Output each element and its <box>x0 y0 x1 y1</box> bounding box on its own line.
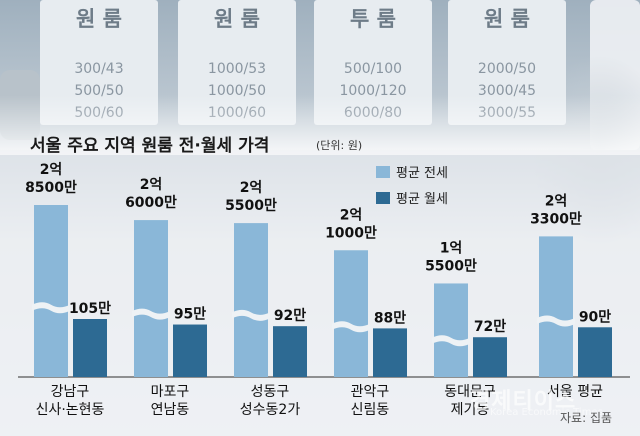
data-label-wolse: 95만 <box>174 307 206 323</box>
notice-type-label: 원 룸 <box>214 7 260 31</box>
category-label: 연남동 <box>151 402 190 418</box>
bar-wolse <box>173 324 207 377</box>
category-label: 제기동 <box>451 402 490 418</box>
bar-jeonse <box>234 223 268 377</box>
notice-type-label: 원 룸 <box>484 7 530 31</box>
bar-wolse <box>373 328 407 377</box>
category-label: 강남구 <box>51 384 90 400</box>
data-label-wolse: 105만 <box>69 301 111 317</box>
category-label: 동대문구 <box>444 384 496 400</box>
data-label-jeonse: 6000만 <box>125 195 177 211</box>
data-label-jeonse: 2억 <box>340 207 363 223</box>
unit-label: (단위: 원) <box>316 139 363 152</box>
notice-price: 2000/50 <box>478 61 536 77</box>
data-label-jeonse: 8500만 <box>25 180 77 196</box>
legend-item-jeonse: 평균 전세 <box>376 162 448 181</box>
bar-wolse <box>578 327 612 377</box>
axis-break-mark <box>132 308 170 320</box>
data-label-jeonse: 1억 <box>440 240 463 256</box>
category-label: 마포구 <box>151 384 190 400</box>
data-label-jeonse: 2억 <box>240 180 263 196</box>
legend-swatch-wolse <box>376 192 390 204</box>
category-label: 성수동2가 <box>240 402 301 418</box>
bar-wolse <box>473 337 507 377</box>
data-label-jeonse: 5500만 <box>425 258 477 274</box>
bar-jeonse <box>34 205 68 377</box>
axis-break-mark <box>232 309 270 321</box>
data-label-jeonse: 2억 <box>40 162 63 178</box>
axis-break-mark <box>537 315 575 327</box>
axis-break-mark <box>32 302 70 314</box>
data-label-jeonse: 2억 <box>545 193 568 209</box>
notice-price: 500/100 <box>344 61 402 77</box>
data-label-wolse: 92만 <box>274 308 306 324</box>
source-label: 자료: 집품 <box>560 411 613 425</box>
data-label-jeonse: 5500만 <box>225 198 277 214</box>
legend-label-wolse: 평균 월세 <box>396 192 448 207</box>
watermark-subtitle: Korea Economic Times <box>490 407 603 418</box>
bar-jeonse <box>539 236 573 377</box>
chart-title: 서울 주요 지역 원룸 전·월세 가격 <box>30 136 270 156</box>
notice-type-label: 투 룸 <box>350 7 396 31</box>
data-label-jeonse: 1000만 <box>325 225 377 241</box>
legend-item-wolse: 평균 월세 <box>376 188 448 207</box>
bar-wolse <box>73 319 107 377</box>
bar-jeonse <box>434 283 468 377</box>
data-label-wolse: 90만 <box>579 309 611 325</box>
data-label-wolse: 88만 <box>374 310 406 326</box>
data-label-wolse: 72만 <box>474 319 506 335</box>
category-label: 신사·논현동 <box>36 402 105 418</box>
legend-swatch-jeonse <box>376 166 390 178</box>
category-label: 서울 평균 <box>547 384 603 400</box>
axis-break-mark <box>432 335 470 347</box>
notice-price: 1000/53 <box>208 61 266 77</box>
notice-price: 300/43 <box>74 61 123 77</box>
category-label: 신림동 <box>351 402 390 418</box>
category-label: 관악구 <box>351 384 390 400</box>
bar-wolse <box>273 326 307 377</box>
category-label: 성동구 <box>251 384 290 400</box>
data-label-jeonse: 2억 <box>140 177 163 193</box>
bar-jeonse <box>334 250 368 377</box>
notice-type-label: 원 룸 <box>76 7 122 31</box>
legend-label-jeonse: 평균 전세 <box>396 166 448 181</box>
bar-jeonse <box>134 220 168 377</box>
axis-break-mark <box>332 321 370 333</box>
watermark: 경제티이스 <box>470 389 577 414</box>
data-label-jeonse: 3300만 <box>530 211 582 227</box>
